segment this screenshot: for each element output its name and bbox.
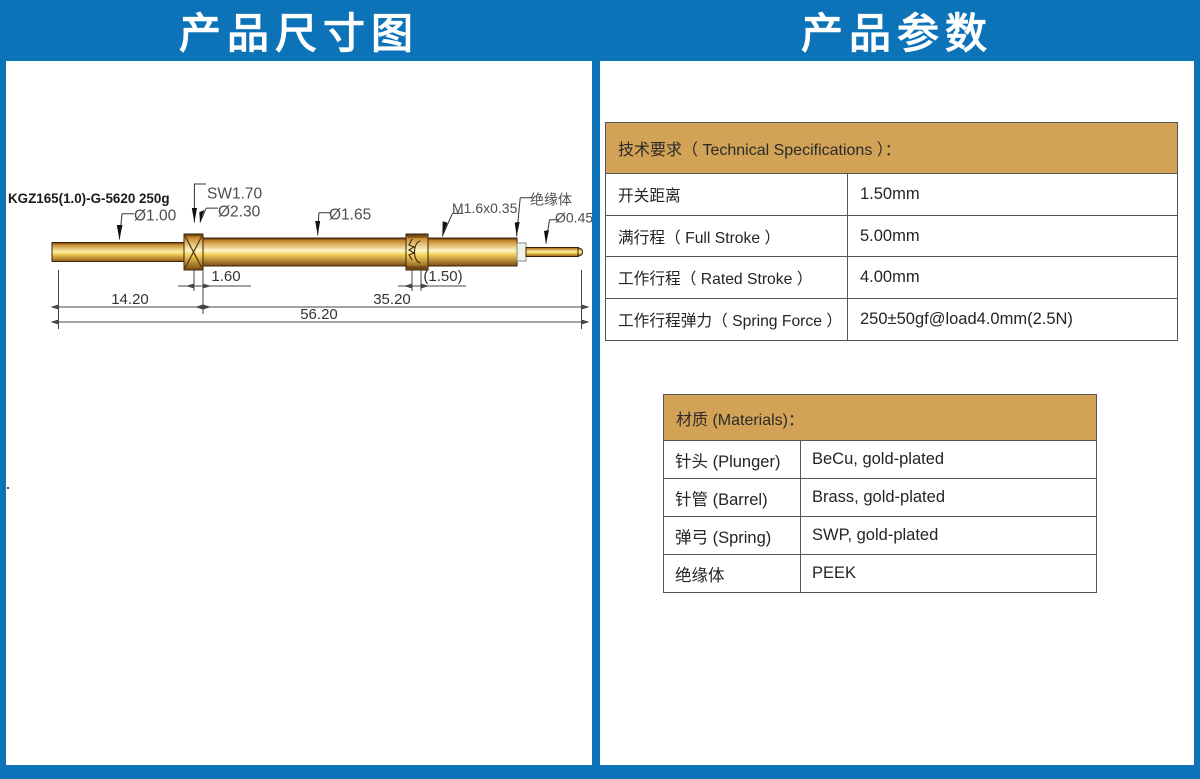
svg-text:Ø1.00: Ø1.00: [134, 208, 177, 225]
svg-text:35.20: 35.20: [373, 291, 411, 308]
svg-text:Ø1.65: Ø1.65: [329, 207, 371, 224]
svg-text:Ø2.30: Ø2.30: [218, 204, 261, 221]
svg-text:KGZ165(1.0)-G-5620 250g: KGZ165(1.0)-G-5620 250g: [8, 191, 170, 206]
svg-text:Ø0.45: Ø0.45: [555, 210, 592, 226]
svg-text:M1.6x0.35: M1.6x0.35: [452, 200, 518, 216]
svg-text:SW1.70: SW1.70: [207, 186, 263, 203]
svg-text:14.20: 14.20: [111, 291, 149, 308]
svg-text:绝缘体: 绝缘体: [530, 192, 572, 208]
svg-text:56.20: 56.20: [300, 306, 338, 323]
svg-text:(1.50): (1.50): [423, 268, 462, 285]
svg-text:1.60: 1.60: [211, 268, 240, 285]
